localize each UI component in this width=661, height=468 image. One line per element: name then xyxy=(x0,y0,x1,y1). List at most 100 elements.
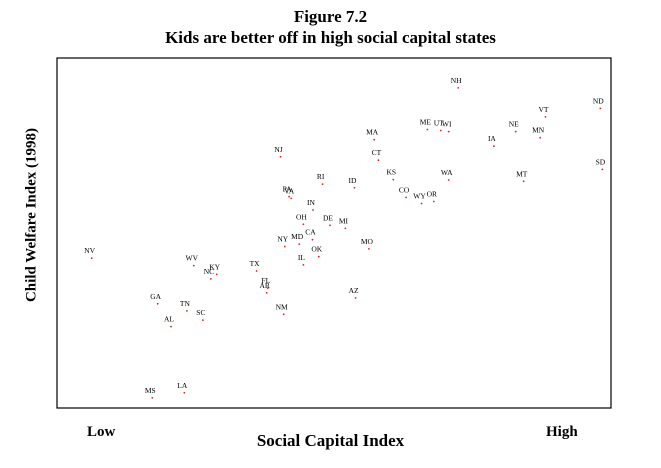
data-point-va xyxy=(290,197,293,200)
data-point-nh xyxy=(457,87,460,89)
point-label-pa: PA xyxy=(283,185,292,194)
point-label-ky: KY xyxy=(209,262,220,271)
point-label-wi: WI xyxy=(442,120,452,129)
point-label-mi: MI xyxy=(339,216,349,225)
x-axis-low-label: Low xyxy=(87,424,116,440)
point-label-nv: NV xyxy=(84,246,95,255)
point-label-ia: IA xyxy=(488,134,496,143)
data-point-ne xyxy=(514,130,517,133)
data-point-ms xyxy=(151,397,154,399)
data-point-tn xyxy=(186,310,188,312)
data-point-in xyxy=(312,209,314,211)
data-point-ma xyxy=(373,138,376,141)
point-label-ri: RI xyxy=(317,172,325,181)
data-point-ky xyxy=(215,273,218,276)
point-label-wv: WV xyxy=(186,254,199,263)
data-point-il xyxy=(302,264,305,266)
data-point-ar xyxy=(265,292,268,294)
data-point-mi xyxy=(344,227,347,230)
point-label-sd: SD xyxy=(596,157,606,166)
point-label-il: IL xyxy=(298,253,305,262)
data-point-mo xyxy=(368,248,370,250)
point-label-de: DE xyxy=(323,213,333,222)
data-point-co xyxy=(405,196,407,199)
data-point-pa xyxy=(288,195,290,198)
point-label-ma: MA xyxy=(366,128,379,137)
point-label-al: AL xyxy=(164,315,174,324)
point-label-wa: WA xyxy=(441,168,453,177)
data-point-ga xyxy=(156,302,159,305)
data-point-ct xyxy=(377,159,380,162)
point-label-mt: MT xyxy=(516,169,528,178)
point-label-sc: SC xyxy=(196,308,205,317)
data-point-fl xyxy=(266,287,269,289)
data-point-ia xyxy=(493,145,495,148)
point-label-or: OR xyxy=(427,190,437,199)
point-label-id: ID xyxy=(349,176,357,185)
point-label-mn: MN xyxy=(532,126,545,135)
point-label-ct: CT xyxy=(372,148,382,157)
data-point-nd xyxy=(599,107,602,110)
point-label-ca: CA xyxy=(305,228,316,237)
data-point-al xyxy=(170,325,172,328)
point-label-in: IN xyxy=(307,198,315,207)
data-point-ut xyxy=(439,129,442,132)
data-point-wv xyxy=(192,264,195,267)
point-label-wy: WY xyxy=(413,192,426,201)
point-label-ks: KS xyxy=(387,168,397,177)
point-label-tx: TX xyxy=(250,259,261,268)
data-point-nj xyxy=(279,155,282,158)
point-label-ms: MS xyxy=(145,386,156,395)
data-point-ok xyxy=(317,255,320,258)
point-label-ne: NE xyxy=(509,120,519,129)
point-label-nh: NH xyxy=(451,76,462,85)
point-label-ok: OK xyxy=(311,245,322,254)
data-point-ca xyxy=(311,238,314,241)
point-label-ny: NY xyxy=(277,235,288,244)
data-point-or xyxy=(432,200,435,203)
data-point-wa xyxy=(447,179,450,181)
y-axis-title: Child Welfare Index (1998) xyxy=(23,127,40,303)
data-point-nm xyxy=(282,313,285,316)
point-label-vt: VT xyxy=(539,105,549,114)
point-label-ut: UT xyxy=(434,119,444,128)
point-label-tn: TN xyxy=(180,299,191,308)
point-label-nj: NJ xyxy=(274,145,282,154)
point-label-oh: OH xyxy=(296,212,307,221)
data-point-oh xyxy=(302,223,305,226)
point-label-nm: NM xyxy=(276,302,288,311)
data-point-ri xyxy=(321,183,324,186)
data-point-mn xyxy=(539,136,542,139)
data-point-sd xyxy=(601,168,604,171)
data-point-sc xyxy=(202,319,204,321)
data-point-id xyxy=(353,186,356,189)
point-label-ar: AR xyxy=(259,281,269,290)
data-point-ks xyxy=(392,178,395,181)
data-point-az xyxy=(354,297,357,299)
point-label-ga: GA xyxy=(150,292,161,301)
point-label-nd: ND xyxy=(593,96,604,105)
data-point-nc xyxy=(210,278,212,280)
data-point-wi xyxy=(447,130,450,133)
chart-title: Kids are better off in high social capit… xyxy=(165,28,496,47)
data-point-mt xyxy=(522,180,525,183)
point-label-md: MD xyxy=(291,232,304,241)
figure-number: Figure 7.2 xyxy=(293,7,368,26)
point-label-me: ME xyxy=(420,118,432,127)
point-label-co: CO xyxy=(399,185,410,194)
point-label-va: VA xyxy=(284,186,294,195)
data-point-vt xyxy=(544,116,547,118)
data-point-ny xyxy=(283,245,286,248)
x-axis-title: Social Capital Index xyxy=(256,431,405,450)
point-label-fl: FL xyxy=(261,276,270,285)
data-point-md xyxy=(298,243,301,246)
data-point-me xyxy=(426,128,429,131)
data-point-nv xyxy=(90,257,93,259)
point-label-la: LA xyxy=(177,381,188,390)
data-point-tx xyxy=(255,270,258,272)
point-label-mo: MO xyxy=(361,237,374,246)
point-label-nc: NC xyxy=(204,267,214,276)
data-point-de xyxy=(329,224,331,227)
x-axis-high-label: High xyxy=(546,424,578,440)
